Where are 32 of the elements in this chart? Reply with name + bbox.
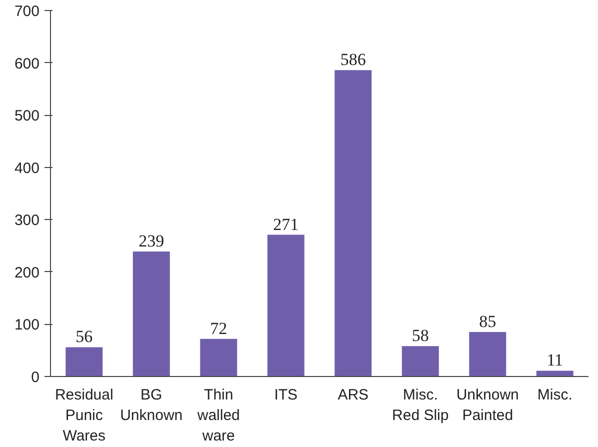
bar	[536, 370, 574, 376]
bar	[267, 234, 304, 376]
data-label: 58	[412, 326, 429, 346]
y-tick-label: 0	[31, 369, 40, 386]
data-label: 85	[479, 312, 496, 332]
x-tick-label: BG Unknown	[120, 386, 183, 424]
bar	[200, 338, 238, 376]
x-tick-label: Residual Punic Wares	[54, 386, 114, 444]
x-tick-label: Misc. Red Slip	[392, 386, 449, 424]
x-tick-label: Unknown Painted	[456, 386, 519, 424]
bar	[402, 346, 439, 376]
data-label: 239	[138, 232, 164, 251]
y-tick-label: 300	[14, 212, 40, 230]
x-tick-label: Thin walled ware	[196, 386, 240, 444]
y-tick-label: 400	[14, 160, 40, 177]
y-tick-label: 600	[14, 55, 40, 72]
y-tick-label: 500	[14, 108, 40, 125]
data-label: 586	[340, 50, 366, 70]
y-tick-label: 100	[14, 316, 40, 334]
bar	[66, 347, 103, 376]
x-tick-label: Misc.	[537, 386, 572, 404]
bar	[469, 332, 506, 376]
data-label: 56	[76, 327, 93, 346]
data-label: 11	[546, 350, 564, 370]
y-tick-label: 700	[14, 3, 40, 20]
bar	[334, 70, 372, 376]
x-tick-label: ARS	[338, 386, 369, 404]
bar	[132, 252, 170, 376]
x-tick-label: ITS	[274, 386, 298, 404]
data-label: 271	[273, 214, 299, 234]
y-tick-label: 200	[14, 264, 40, 282]
data-label: 72	[210, 318, 228, 338]
